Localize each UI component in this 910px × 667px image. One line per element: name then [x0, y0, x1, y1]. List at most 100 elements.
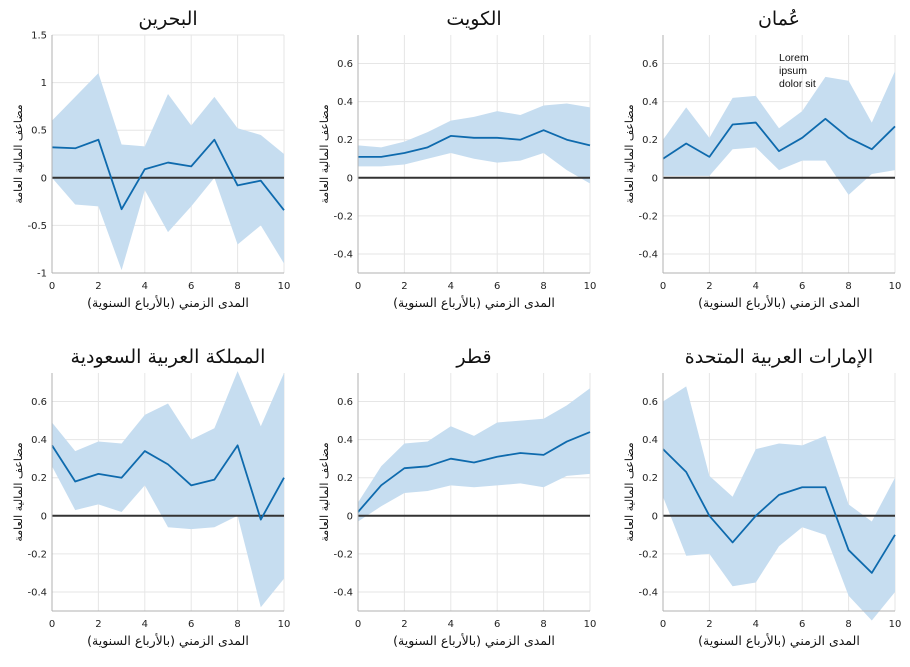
y-tick-label: 1.5: [31, 31, 47, 42]
annotation-line: dolor sit: [779, 78, 816, 90]
y-tick-label: -0.2: [333, 211, 353, 222]
y-axis-label: مضاعف المالية العامة: [623, 442, 636, 541]
chart-panel: 0 2 4 6 8 10 -0.4 -0.2 0 0.2 0.4 0.6 عُمان المدى الزم…: [623, 8, 901, 311]
estimate-line: [51, 138, 285, 211]
y-tick-label: 0.2: [31, 473, 47, 484]
x-tick-label: 4: [448, 619, 454, 630]
x-tick-label: 2: [401, 281, 407, 292]
x-axis-label: المدى الزمني (بالأرباع السنوية): [698, 633, 860, 649]
y-tick-label: 0.4: [642, 97, 658, 108]
y-axis-label: مضاعف المالية العامة: [12, 104, 25, 203]
y-tick-label: -0.4: [638, 587, 658, 598]
x-tick-label: 6: [494, 619, 500, 630]
x-tick-label: 10: [278, 619, 291, 630]
x-tick-label: 0: [49, 281, 55, 292]
y-tick-label: 0.4: [337, 97, 353, 108]
x-tick-label: 2: [706, 281, 712, 292]
x-tick-label: 4: [142, 281, 148, 292]
x-tick-label: 10: [278, 281, 291, 292]
annotation: Lorem ipsum dolor sit: [779, 52, 816, 90]
chart-title: الكويت: [446, 8, 501, 30]
x-tick-label: 6: [799, 619, 805, 630]
x-axis-label: المدى الزمني (بالأرباع السنوية): [87, 633, 249, 649]
y-tick-label: -0.2: [27, 549, 47, 560]
x-tick-label: 2: [95, 281, 101, 292]
estimate-line: [357, 431, 591, 513]
y-tick-label: 0: [652, 511, 658, 522]
estimate-line: [358, 129, 591, 158]
confidence-band: [663, 386, 895, 621]
y-tick-label: 0.4: [337, 435, 353, 446]
y-tick-label: 0: [347, 173, 353, 184]
y-axis-label: مضاعف المالية العامة: [12, 442, 25, 541]
x-tick-label: 6: [494, 281, 500, 292]
estimate-line: [51, 444, 285, 521]
x-tick-label: 6: [188, 619, 194, 630]
x-tick-label: 10: [889, 281, 902, 292]
x-tick-label: 8: [540, 619, 546, 630]
y-tick-label: -0.4: [333, 249, 353, 260]
confidence-band: [358, 103, 590, 184]
x-tick-label: 2: [95, 619, 101, 630]
x-tick-label: 8: [845, 281, 851, 292]
y-tick-label: 1: [41, 78, 47, 89]
chart-title: البحرين: [138, 8, 197, 30]
y-tick-label: 0.6: [337, 397, 353, 408]
chart-title: الإمارات العربية المتحدة: [685, 346, 873, 368]
x-tick-label: 8: [234, 281, 240, 292]
y-tick-label: 0.2: [337, 473, 353, 484]
chart-title: قطر: [455, 346, 491, 368]
y-tick-label: -0.2: [638, 549, 658, 560]
y-axis-label: مضاعف المالية العامة: [318, 104, 331, 203]
x-tick-label: 0: [660, 281, 666, 292]
chart-title: المملكة العربية السعودية: [71, 346, 266, 368]
y-tick-label: 0.6: [642, 59, 658, 70]
y-tick-label: 0.6: [31, 397, 47, 408]
confidence-band: [358, 388, 590, 522]
x-tick-label: 0: [660, 619, 666, 630]
y-tick-label: -0.4: [333, 587, 353, 598]
x-axis-label: المدى الزمني (بالأرباع السنوية): [393, 295, 555, 311]
confidence-band: [663, 71, 895, 195]
x-tick-label: 6: [188, 281, 194, 292]
estimate-line: [662, 448, 896, 574]
y-axis-label: مضاعف المالية العامة: [318, 442, 331, 541]
y-tick-label: 0.2: [642, 135, 658, 146]
x-tick-label: 10: [584, 281, 597, 292]
x-tick-label: 2: [401, 619, 407, 630]
x-tick-label: 6: [799, 281, 805, 292]
x-tick-label: 10: [889, 619, 902, 630]
chart-panel: 0 2 4 6 8 10 -0.4 -0.2 0 0.2 0.4 0.6 الإمارات العربي…: [623, 346, 901, 649]
y-tick-label: -0.5: [27, 221, 47, 232]
y-axis-label: مضاعف المالية العامة: [623, 104, 636, 203]
y-tick-label: 0: [347, 511, 353, 522]
y-tick-label: 0.5: [31, 126, 47, 137]
x-axis-label: المدى الزمني (بالأرباع السنوية): [393, 633, 555, 649]
y-tick-label: 0: [41, 173, 47, 184]
y-tick-label: -0.2: [638, 211, 658, 222]
x-tick-label: 4: [753, 281, 759, 292]
chart-title: عُمان: [758, 8, 800, 30]
x-tick-label: 0: [355, 619, 361, 630]
x-tick-label: 8: [234, 619, 240, 630]
annotation-line: Lorem: [779, 52, 809, 64]
y-tick-label: 0: [41, 511, 47, 522]
x-tick-label: 10: [584, 619, 597, 630]
x-tick-label: 0: [355, 281, 361, 292]
x-tick-label: 0: [49, 619, 55, 630]
y-tick-label: -0.4: [638, 249, 658, 260]
y-tick-label: -1: [37, 269, 47, 280]
x-tick-label: 4: [142, 619, 148, 630]
x-axis-label: المدى الزمني (بالأرباع السنوية): [87, 295, 249, 311]
chart-panel: 0 2 4 6 8 10 -0.4 -0.2 0 0.2 0.4 0.6 قطر المدى الزمني…: [318, 346, 596, 649]
x-tick-label: 8: [540, 281, 546, 292]
estimate-line: [662, 117, 896, 160]
chart-panel: 0 2 4 6 8 10 -0.4 -0.2 0 0.2 0.4 0.6 الكويت المدى الز…: [318, 8, 596, 311]
y-tick-label: 0.4: [31, 435, 47, 446]
x-axis-label: المدى الزمني (بالأرباع السنوية): [698, 295, 860, 311]
x-tick-label: 4: [448, 281, 454, 292]
y-tick-label: 0: [652, 173, 658, 184]
x-tick-label: 8: [845, 619, 851, 630]
annotation-line: ipsum: [779, 65, 807, 77]
